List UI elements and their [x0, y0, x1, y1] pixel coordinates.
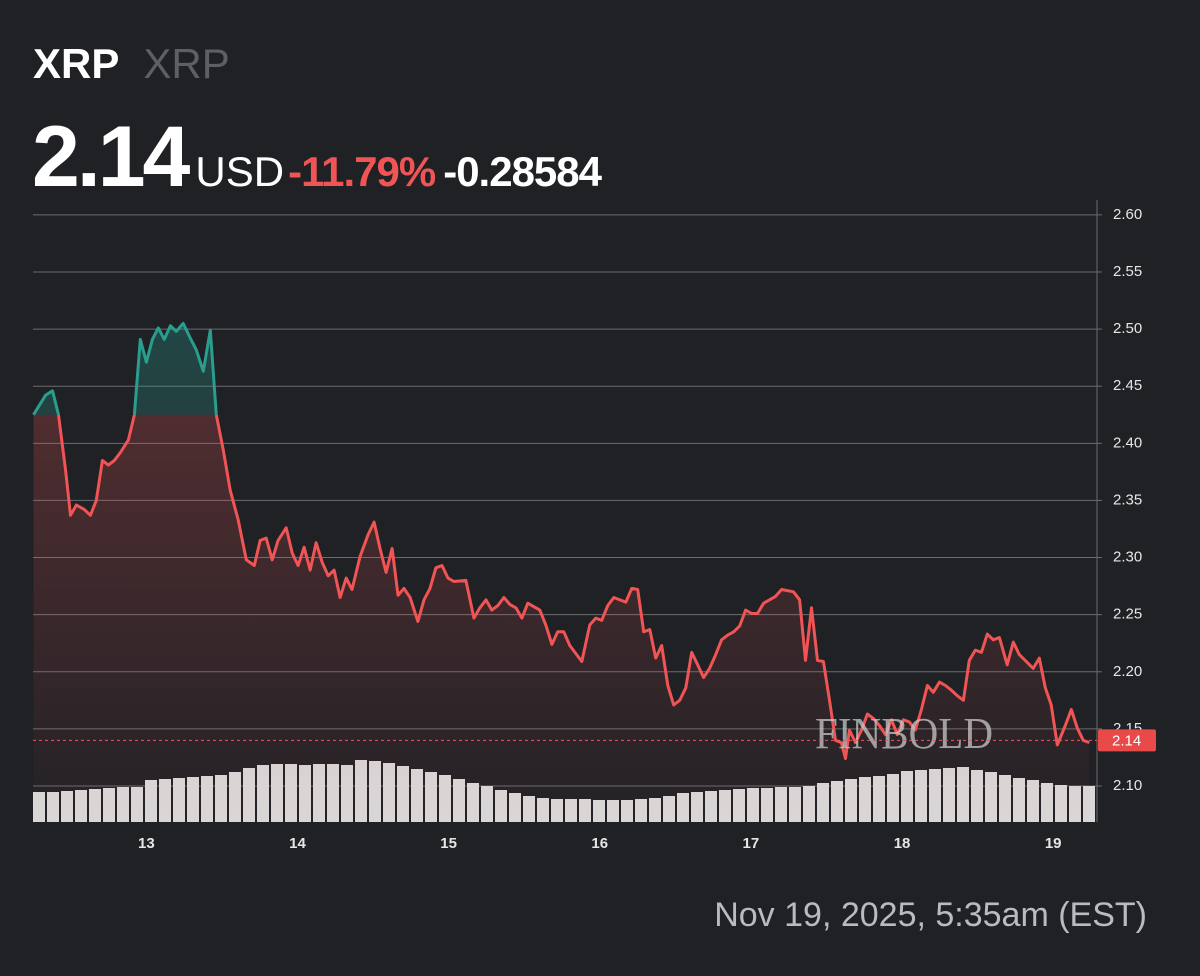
x-tick-label: 18: [894, 835, 911, 852]
y-tick-label: 2.25: [1113, 606, 1142, 623]
current-price-label: 2.14: [1112, 732, 1141, 749]
change: -0.28584: [443, 148, 602, 195]
asset-symbol: XRP: [33, 40, 120, 87]
x-tick-label: 19: [1045, 835, 1062, 852]
asset-subtitle: XRP: [143, 40, 230, 87]
current-price-badge: [1098, 729, 1156, 752]
price-line-up: [32, 321, 218, 415]
y-tick-label: 2.55: [1113, 263, 1142, 280]
y-tick-label: 2.60: [1113, 206, 1142, 223]
y-tick-label: 2.45: [1113, 377, 1142, 394]
price-line-down: [33, 414, 1090, 761]
y-tick-label: 2.50: [1113, 320, 1142, 337]
price: 2.14: [32, 109, 190, 205]
timestamp: Nov 19, 2025, 5:35am (EST): [714, 896, 1147, 934]
y-tick-label: 2.40: [1113, 434, 1142, 451]
area-down: [33, 414, 1090, 822]
currency: USD: [195, 148, 285, 195]
x-tick-label: 17: [743, 835, 760, 852]
y-tick-label: 2.10: [1113, 777, 1142, 794]
y-tick-label: 2.20: [1113, 663, 1142, 680]
quote: 2.14 USD -11.79% -0.28584: [32, 108, 602, 207]
area-up: [33, 323, 217, 415]
x-tick-label: 13: [138, 835, 155, 852]
watermark: FINBOLD: [815, 709, 993, 758]
y-tick-label: 2.35: [1113, 491, 1142, 508]
x-tick-label: 14: [289, 835, 306, 852]
change-percent: -11.79%: [288, 148, 436, 195]
asset-name: XRP XRP: [33, 40, 230, 88]
x-tick-label: 16: [591, 835, 608, 852]
y-tick-label: 2.30: [1113, 549, 1142, 566]
x-tick-label: 15: [440, 835, 457, 852]
